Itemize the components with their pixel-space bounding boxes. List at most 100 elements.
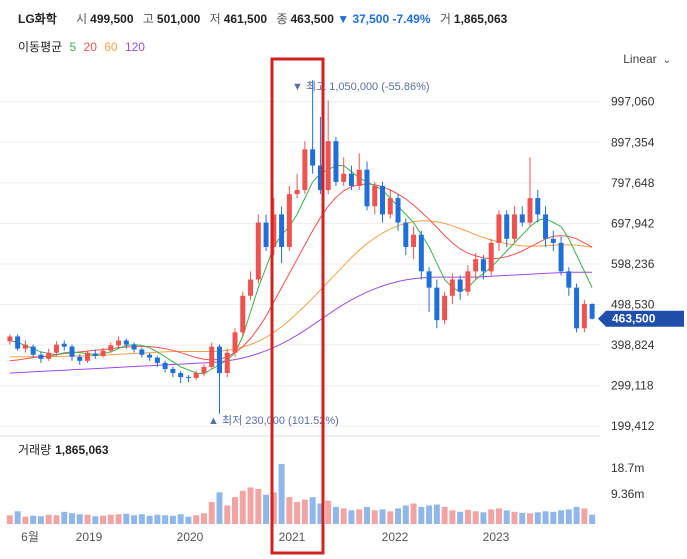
volume-bar xyxy=(480,512,487,524)
candle-body xyxy=(380,185,386,215)
volume-bar xyxy=(301,499,308,524)
time-tick: 2019 xyxy=(76,530,103,544)
candle-body xyxy=(294,190,300,195)
volume-tick: 18.7m xyxy=(611,461,644,475)
candle-body xyxy=(310,149,316,166)
volume-panel-title: 거래량 1,865,063 xyxy=(18,441,109,458)
candle-body xyxy=(566,271,572,288)
volume-bar xyxy=(371,510,378,524)
candle-body xyxy=(364,169,370,207)
volume-bar xyxy=(146,515,153,524)
candle-body xyxy=(511,214,517,239)
volume-bar xyxy=(426,505,433,524)
moving-average-lines xyxy=(9,165,593,375)
candle-body xyxy=(15,336,21,349)
candle-body xyxy=(92,353,98,356)
candle-body xyxy=(116,340,122,346)
volume-bar xyxy=(495,508,502,524)
candle-body xyxy=(162,362,168,369)
candle-body xyxy=(216,346,222,374)
candle-body xyxy=(286,194,292,247)
ma-20-line xyxy=(9,183,593,362)
volume-bar xyxy=(457,511,464,524)
candle-body xyxy=(465,271,471,292)
volume-bar xyxy=(37,516,44,524)
volume-bar xyxy=(340,508,347,524)
price-tick: 797,648 xyxy=(611,176,655,190)
candle-body xyxy=(341,173,347,182)
candle-body xyxy=(589,303,595,319)
volume-bar xyxy=(68,513,75,524)
candle-body xyxy=(449,279,455,296)
open-label: 시 xyxy=(76,12,88,26)
ma-20-label[interactable]: 20 xyxy=(83,40,97,54)
price-axis: 997,060 897,354 797,648 697,942 598,236 498,5… xyxy=(598,95,684,501)
time-tick: 2021 xyxy=(279,530,306,544)
candle-body xyxy=(240,295,246,333)
current-price-tag xyxy=(598,310,684,327)
volume-bar xyxy=(589,514,596,524)
volume-bar xyxy=(309,497,316,524)
volume-bar xyxy=(247,487,254,524)
volume-bar xyxy=(131,515,138,524)
volume-bar xyxy=(527,513,534,524)
price-tick: 398,824 xyxy=(611,338,655,352)
ma-60-label[interactable]: 60 xyxy=(104,40,118,54)
volume-bar xyxy=(387,511,394,524)
volume-bar xyxy=(53,515,60,524)
candle-body xyxy=(7,336,13,342)
volume-bar xyxy=(511,511,518,524)
candle-body xyxy=(527,198,533,223)
scale-selector[interactable]: Linear ⌄ xyxy=(623,52,671,66)
volume-bar xyxy=(503,510,510,524)
volume-bar xyxy=(224,505,231,524)
ma-5-label[interactable]: 5 xyxy=(69,40,77,54)
max-price-label: ▼ 최고 1,050,000 (-55.86%) xyxy=(292,80,430,93)
volume-bar xyxy=(395,508,402,524)
volume-bar xyxy=(92,516,99,524)
highlight-box xyxy=(270,57,325,555)
candle-body xyxy=(356,169,362,186)
candle-body xyxy=(30,346,36,355)
ma-120-label[interactable]: 120 xyxy=(124,40,145,54)
candle-body xyxy=(100,350,106,356)
change-percent: -7.49% xyxy=(392,12,431,26)
candle-body xyxy=(519,214,525,223)
volume-bar xyxy=(278,464,285,524)
candle-body xyxy=(85,352,91,361)
candle-body xyxy=(147,354,153,358)
candle-body xyxy=(139,349,145,355)
ma-120-line xyxy=(9,271,593,374)
volume-bar xyxy=(410,503,417,524)
price-tick: 697,942 xyxy=(611,216,655,230)
volume-bar xyxy=(286,497,293,524)
volume-bar xyxy=(356,509,363,524)
chart-grid xyxy=(0,101,600,437)
volume-bar xyxy=(100,515,107,524)
candle-body xyxy=(418,234,424,272)
moving-average-label: 이동평균 xyxy=(18,40,63,54)
candle-body xyxy=(263,222,269,247)
candle-body xyxy=(581,303,587,329)
volume-bar xyxy=(472,511,479,524)
candle-body xyxy=(201,366,207,374)
price-tick: 199,412 xyxy=(611,419,655,433)
volume-bar xyxy=(348,510,355,524)
candle-body xyxy=(473,259,479,272)
candle-body xyxy=(434,287,440,321)
volume-bar xyxy=(22,516,29,524)
volume-label: 거 xyxy=(439,12,451,26)
candle-body xyxy=(442,295,448,321)
candle-body xyxy=(333,141,339,182)
volume-bar xyxy=(263,494,270,524)
volume-bar xyxy=(402,505,409,524)
candle-body xyxy=(248,279,254,296)
candlesticks xyxy=(7,80,595,414)
candle-body xyxy=(504,214,510,239)
candle-body xyxy=(395,198,401,223)
quote-header: LG화학 시 499,500 고 501,000 저 461,500 종 463,500… xyxy=(18,10,507,27)
volume-bar xyxy=(45,514,52,524)
volume-bar xyxy=(558,510,565,524)
volume-bar xyxy=(332,506,339,524)
